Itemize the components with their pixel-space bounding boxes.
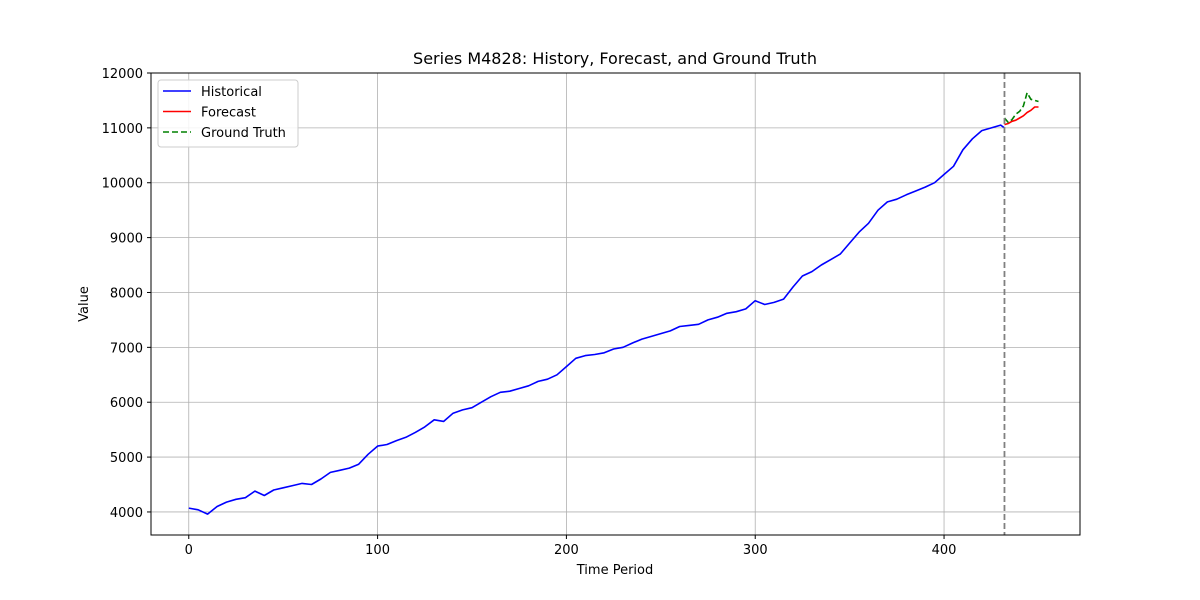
y-tick-label: 7000 <box>110 341 143 356</box>
axes: 0 100 200 300 400 4000 5000 6000 7000 8000 9000 100… <box>102 67 1081 558</box>
y-tick-label: 10000 <box>102 177 143 192</box>
chart-title: Series M4828: History, Forecast, and Gro… <box>413 49 817 68</box>
y-tick-label: 5000 <box>110 451 143 466</box>
y-tick-label: 12000 <box>102 67 143 82</box>
forecast-series-line <box>1004 106 1039 126</box>
legend: Historical Forecast Ground Truth <box>157 79 299 148</box>
x-tick-label: 300 <box>743 543 768 558</box>
y-tick-label: 8000 <box>110 286 143 301</box>
y-tick-label: 11000 <box>102 122 143 137</box>
x-axis-label: Time Period <box>576 563 653 578</box>
legend-entry: Forecast <box>201 106 256 121</box>
legend-entry: Historical <box>201 85 262 100</box>
x-tick-label: 400 <box>932 543 957 558</box>
historical-series-line <box>188 124 1005 515</box>
x-tick-label: 200 <box>554 543 579 558</box>
y-tick-label: 9000 <box>110 232 143 247</box>
plot-frame <box>150 72 1081 536</box>
legend-entry: Ground Truth <box>201 126 286 141</box>
y-tick-label: 6000 <box>110 396 143 411</box>
x-tick-label: 0 <box>185 543 193 558</box>
x-tick-label: 100 <box>365 543 390 558</box>
series-lines <box>188 73 1039 535</box>
y-axis-label: Value <box>77 286 92 322</box>
legend-box <box>157 79 299 148</box>
y-tick-label: 4000 <box>110 506 143 521</box>
